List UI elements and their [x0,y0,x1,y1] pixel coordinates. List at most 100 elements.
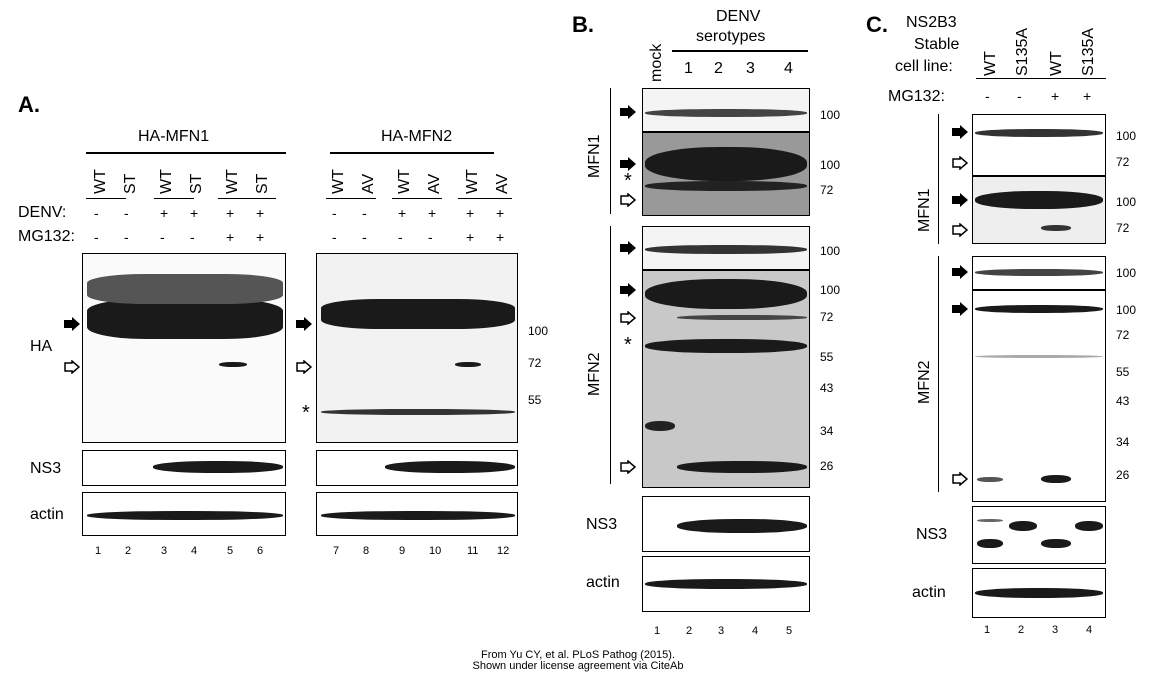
b-mfn1-mw-72: 72 [820,183,834,197]
a-mg132-sign: + [256,229,265,245]
a-mg132-sign: + [466,229,475,245]
cellline-title-3: cell line: [895,58,953,75]
b-mfn2-mw-100a: 100 [820,244,841,258]
c-mfn2-mw-26: 26 [1116,468,1130,482]
a-lane-number: 7 [333,545,340,557]
b-mfn2-band-72 [677,315,807,320]
a-ns3-band-1 [153,461,283,473]
a-actin-row-label: actin [30,506,64,523]
b-ns3-band [677,519,807,533]
c-mfn2-band-26-lane1 [977,477,1003,482]
a-lane-header: ST [122,173,139,194]
a-lane-header: WT [158,169,175,194]
c-mg132-sign: - [1017,88,1022,104]
c-mfn1-band-long [975,191,1103,209]
a-denv-sign: + [398,205,407,221]
open-arrow-icon [620,460,636,474]
c-mg132-sign: - [985,88,990,104]
a-lane-header: WT [92,169,109,194]
mg132-row-label: MG132: [18,228,75,245]
a-lane-number: 11 [467,545,479,557]
b-mfn1-band-72 [645,181,807,191]
c-ns3-band-lane3 [1041,539,1071,548]
open-arrow-icon [296,360,312,374]
c-actin-blot [972,568,1106,618]
b-mfn1-band-long [645,147,807,181]
b-mfn2-mw-100b: 100 [820,283,841,297]
a-lane-number: 3 [161,545,168,557]
a-mg132-sign: - [398,229,403,245]
ha-mfn1-title: HA-MFN1 [138,128,210,145]
a-ha-smear-1 [87,274,283,304]
c-mfn1-mw-72b: 72 [1116,221,1130,235]
c-mfn2-band-100 [975,305,1103,313]
a-mw-55: 55 [528,393,542,407]
c-mfn2-bracket [938,256,939,492]
c-lane-header: WT [1048,51,1065,76]
filled-arrow-icon [64,317,80,331]
open-arrow-icon [64,360,80,374]
c-mg132-sign: + [1051,88,1060,104]
filled-arrow-icon [952,302,968,316]
c-lane-number: 2 [1018,624,1025,636]
b-lane-number: 3 [718,625,725,637]
c-mfn2-band-26-lane3 [1041,475,1071,483]
c-mfn2-band-short [975,269,1103,276]
a-mw-100: 100 [528,324,549,338]
b-mfn2-mw-34: 34 [820,424,834,438]
a-actin-band-2 [321,511,515,520]
c-lane-header: S135A [1080,27,1097,76]
b-mfn2-blot-short [642,226,810,270]
b-ns3-blot [642,496,810,552]
c-actin-row-label: actin [912,584,946,601]
a-lane-header: ST [188,173,205,194]
a-underline-4 [326,198,376,199]
filled-arrow-icon [952,265,968,279]
a-underline-6 [458,198,512,199]
c-mfn2-band-55 [975,355,1103,358]
b-mfn1-asterisk: * [624,170,632,192]
denv-title: DENV [716,8,761,25]
a-mg132-sign: + [496,229,505,245]
b-mfn2-blot-long [642,270,810,488]
b-serotype-number: 3 [746,60,755,77]
a-lane-header: AV [360,173,377,194]
a-actin-blot-2 [316,492,518,536]
c-mfn2-mw-34: 34 [1116,435,1130,449]
c-lane-number: 4 [1086,624,1093,636]
a-lane-number: 9 [399,545,406,557]
cellline-title-2: Stable [914,36,960,53]
a-ns3-blot-1 [82,450,286,486]
a-lane-header: ST [254,173,271,194]
a-ns3-blot-2 [316,450,518,486]
c-mg132-row-label: MG132: [888,88,945,105]
filled-arrow-icon [296,317,312,331]
a-ha-main-band-2 [321,299,515,329]
a-lane-number: 10 [429,545,442,557]
filled-arrow-icon [952,125,968,139]
c-mfn1-cleaved-band [1041,225,1071,231]
c-lane-number: 3 [1052,624,1059,636]
a-lane-number: 8 [363,545,370,557]
a-lane-header: AV [426,173,443,194]
b-mfn1-band-short [645,109,807,117]
a-denv-sign: + [428,205,437,221]
filled-arrow-icon [620,105,636,119]
a-underline-3 [218,198,276,199]
c-mfn2-mw-100a: 100 [1116,266,1137,280]
c-mfn1-mw-72a: 72 [1116,155,1130,169]
c-actin-band [975,588,1103,598]
b-actin-row-label: actin [586,574,620,591]
c-mfn2-mw-72: 72 [1116,328,1130,342]
b-mfn2-mw-55: 55 [820,350,834,364]
serotypes-bracket [672,50,808,52]
a-asterisk: * [302,402,310,424]
a-lane-header: AV [494,173,511,194]
a-ha-cleaved-band-1 [219,362,247,367]
a-ha-blot-2 [316,253,518,443]
a-lane-header: WT [330,169,347,194]
c-mfn2-blot-short [972,256,1106,290]
a-denv-sign: + [226,205,235,221]
b-mfn1-mw-100b: 100 [820,158,841,172]
b-serotype-number: 1 [684,60,693,77]
